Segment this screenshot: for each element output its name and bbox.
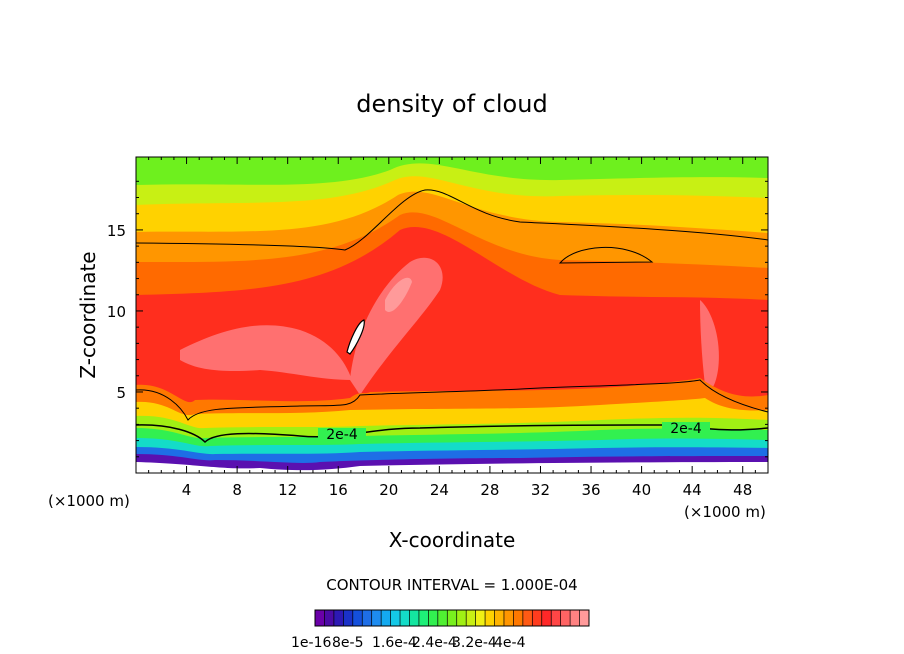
contour-line-lower bbox=[136, 379, 768, 421]
band-lower-white bbox=[136, 462, 768, 473]
colorbar bbox=[314, 609, 590, 627]
colorbar-swatch bbox=[371, 610, 382, 626]
y-tick-label: 10 bbox=[107, 303, 126, 321]
colorbar-tick-label: 1e-16 bbox=[291, 635, 331, 651]
colorbar-swatch bbox=[447, 610, 458, 626]
colorbar-swatch bbox=[428, 610, 439, 626]
y-tick-label: 5 bbox=[116, 384, 126, 402]
colorbar-tick-label: 2.4e-4 bbox=[412, 635, 457, 651]
colorbar-swatch bbox=[532, 610, 543, 626]
x-tick-label: 40 bbox=[632, 481, 651, 499]
x-tick-label: 20 bbox=[379, 481, 398, 499]
colorbar-swatch bbox=[551, 610, 561, 626]
colorbar-swatch bbox=[513, 610, 524, 626]
colorbar-swatch bbox=[522, 610, 533, 626]
colorbar-swatch bbox=[400, 610, 410, 626]
x-tick-label: 44 bbox=[683, 481, 702, 499]
y-axis-label: Z-coordinate bbox=[76, 251, 100, 378]
colorbar-swatch bbox=[560, 610, 571, 626]
colorbar-swatch bbox=[541, 610, 552, 626]
x-tick-label: 4 bbox=[182, 481, 192, 499]
colorbar-swatch bbox=[409, 610, 420, 626]
x-tick-label: 28 bbox=[480, 481, 499, 499]
x-tick-label: 24 bbox=[430, 481, 449, 499]
colorbar-swatch bbox=[315, 610, 325, 626]
colorbar-swatch bbox=[456, 610, 467, 626]
contour-line-upper bbox=[136, 189, 768, 251]
colorbar-frame bbox=[314, 609, 590, 627]
colorbar-swatch bbox=[362, 610, 372, 626]
colorbar-tick-labels: 1e-16 8e-5 1.6e-42.4e-43.2e-44e-4 bbox=[291, 635, 526, 651]
x-unit-right: (×1000 m) bbox=[684, 503, 766, 521]
region-pink-left bbox=[180, 325, 352, 380]
colorbar-swatch bbox=[485, 610, 495, 626]
colorbar-tick-label: 3.2e-4 bbox=[452, 635, 497, 651]
contour-label: 2e-4 bbox=[326, 427, 358, 443]
heatmap-field bbox=[136, 157, 768, 473]
x-tick-label: 48 bbox=[733, 481, 752, 499]
colorbar-swatch bbox=[437, 610, 448, 626]
chart-title: density of cloud bbox=[356, 90, 547, 118]
region-pink-center bbox=[350, 257, 443, 395]
colorbar-swatch bbox=[333, 610, 344, 626]
x-tick-label: 16 bbox=[329, 481, 348, 499]
colorbar-swatch bbox=[494, 610, 505, 626]
colorbar-swatch bbox=[570, 610, 580, 626]
region-pink-light bbox=[385, 277, 412, 312]
colorbar-swatch bbox=[466, 610, 476, 626]
x-tick-label: 8 bbox=[232, 481, 242, 499]
x-tick-label: 12 bbox=[278, 481, 297, 499]
colorbar-swatch bbox=[343, 610, 354, 626]
x-axis-ticks: 4 8 12 16 20 24 28 32 36 40 44 48 bbox=[148, 157, 756, 499]
x-unit-left: (×1000 m) bbox=[48, 492, 130, 510]
colorbar-tick-label: 8e-5 bbox=[332, 635, 363, 651]
x-tick-label: 32 bbox=[531, 481, 550, 499]
region-pink-right bbox=[700, 300, 719, 390]
colorbar-swatch bbox=[381, 610, 391, 626]
colorbar-swatch bbox=[324, 610, 335, 626]
colorbar-swatch bbox=[475, 610, 486, 626]
y-tick-label: 15 bbox=[107, 222, 126, 240]
colorbar-tick-label: 4e-4 bbox=[494, 635, 526, 651]
colorbar-swatch bbox=[503, 610, 514, 626]
x-tick-label: 36 bbox=[581, 481, 600, 499]
colorbar-tick-label: 1.6e-4 bbox=[372, 635, 417, 651]
contour-line-cap bbox=[558, 246, 654, 264]
contour-interval-label: CONTOUR INTERVAL = 1.000E-04 bbox=[326, 576, 577, 594]
x-axis-label: X-coordinate bbox=[389, 528, 516, 552]
colorbar-swatch bbox=[418, 610, 429, 626]
colorbar-swatch bbox=[352, 610, 363, 626]
contour-labels: 2e-4 2e-4 bbox=[318, 421, 710, 443]
y-axis-ticks: 5 10 15 bbox=[107, 180, 768, 458]
colorbar-swatch bbox=[579, 610, 590, 626]
colorbar-swatch bbox=[390, 610, 401, 626]
contour-pink-ellipse bbox=[346, 319, 365, 355]
contour-label: 2e-4 bbox=[670, 421, 702, 437]
